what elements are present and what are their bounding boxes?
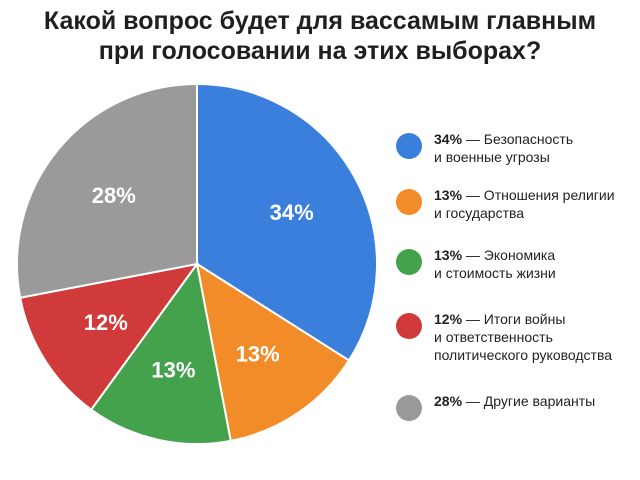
pie-slice-1 <box>196 82 378 362</box>
legend-label-5: 28% — Другие варианты <box>434 393 596 409</box>
pie-slice-3 <box>89 261 232 445</box>
legend-percent-5: 28% <box>434 393 463 409</box>
pie-slice-label-5: 28% <box>92 183 136 208</box>
chart-title-line-2: при голосовании на этих выборах? <box>98 37 542 65</box>
pie-slice-label-2: 13% <box>236 341 280 366</box>
pie-slice-5 <box>16 82 198 299</box>
pie-slice-label-1: 34% <box>270 200 314 225</box>
legend-swatch-5 <box>396 395 422 421</box>
legend-label-4: 12% — Итоги войны и ответственность полити… <box>434 311 613 363</box>
pie-slice-4 <box>19 262 200 412</box>
legend-percent-2: 13% <box>434 187 463 203</box>
legend-swatch-1 <box>396 133 422 159</box>
legend-percent-4: 12% <box>434 311 463 327</box>
legend-swatch-2 <box>396 189 422 215</box>
pie-slice-label-4: 12% <box>84 310 128 335</box>
chart-title-line-1: Какой вопрос будет для вассамым главным <box>43 7 597 35</box>
chart-title: Какой вопрос будет для вассамым главным … <box>0 6 640 66</box>
legend-percent-1: 34% <box>434 131 463 147</box>
legend-percent-3: 13% <box>434 247 463 263</box>
legend-label-3: 13% — Экономика и стоимость жизни <box>434 247 556 281</box>
legend-label-1: 34% — Безопасность и военные угрозы <box>434 131 574 165</box>
legend-swatch-4 <box>396 313 422 339</box>
pie-slice-2 <box>195 261 351 442</box>
legend-label-2: 13% — Отношения религии и государства <box>434 187 615 221</box>
legend-swatch-3 <box>396 249 422 275</box>
pie-slice-label-3: 13% <box>151 357 195 382</box>
